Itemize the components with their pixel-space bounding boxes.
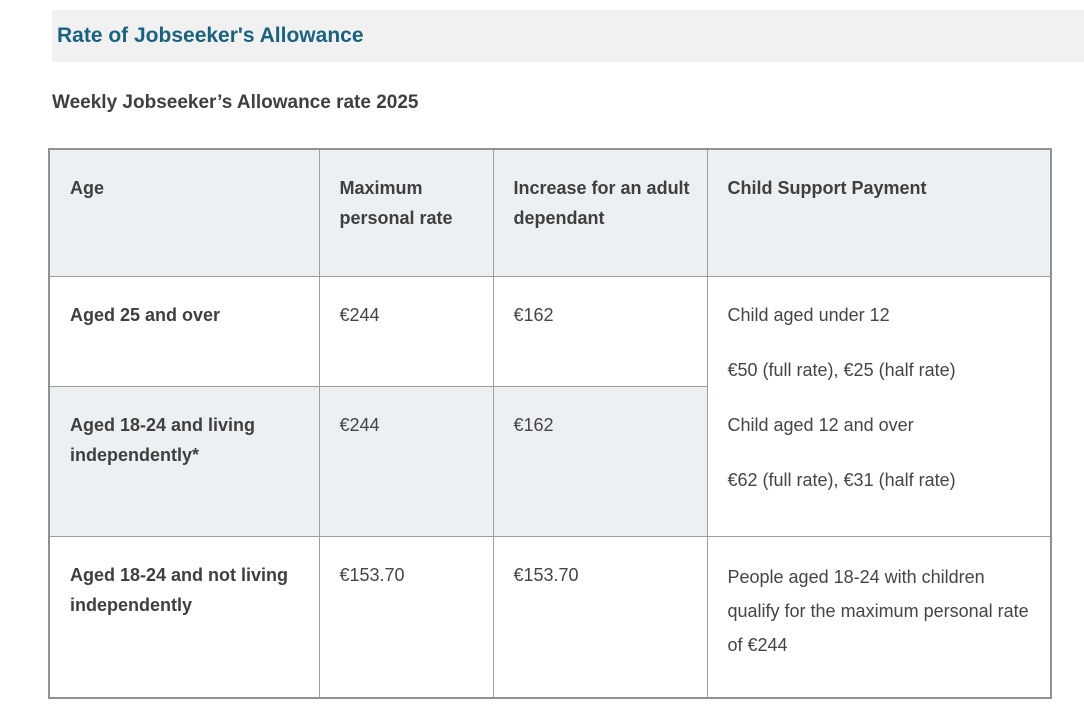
child-support-merged-cell: Child aged under 12 €50 (full rate), €25… bbox=[706, 275, 1052, 537]
max-rate-cell: €244 bbox=[318, 385, 494, 537]
child-support-line: €50 (full rate), €25 (half rate) bbox=[727, 359, 956, 380]
section-heading-band: Rate of Jobseeker's Allowance bbox=[52, 10, 1084, 62]
table-row-aged-18-24-not-living-independently: Aged 18-24 and not living independently … bbox=[48, 535, 1052, 699]
max-rate-cell: €244 bbox=[318, 275, 494, 387]
table-row-aged-18-24-living-independently: Aged 18-24 and living independently* €24… bbox=[48, 385, 1051, 537]
column-header-age: Age bbox=[48, 148, 320, 277]
adult-dependant-cell: €162 bbox=[492, 275, 708, 387]
page-title: Rate of Jobseeker's Allowance bbox=[57, 24, 364, 47]
column-header-max-personal-rate: Maximum personal rate bbox=[318, 148, 494, 277]
age-cell: Aged 18-24 and not living independently bbox=[48, 535, 320, 699]
child-support-line: Child aged under 12 bbox=[727, 304, 890, 325]
child-support-note: People aged 18-24 with children qualify … bbox=[727, 566, 1029, 655]
age-cell: Aged 25 and over bbox=[48, 275, 320, 387]
column-header-adult-dependant: Increase for an adult dependant bbox=[492, 148, 708, 277]
child-support-note-cell: People aged 18-24 with children qualify … bbox=[706, 535, 1052, 699]
child-support-line: €62 (full rate), €31 (half rate) bbox=[727, 469, 956, 490]
child-support-line: Child aged 12 and over bbox=[727, 414, 914, 435]
adult-dependant-cell: €153.70 bbox=[492, 535, 708, 699]
column-header-child-support: Child Support Payment bbox=[706, 148, 1052, 277]
age-cell: Aged 18-24 and living independently* bbox=[48, 385, 320, 537]
table-row-aged-25-and-over: Aged 25 and over €244 €162 Child aged un… bbox=[48, 275, 1052, 537]
max-rate-cell: €153.70 bbox=[318, 535, 494, 699]
table-header-row: Age Maximum personal rate Increase for a… bbox=[48, 148, 1052, 277]
table-caption: Weekly Jobseeker’s Allowance rate 2025 bbox=[52, 92, 419, 113]
adult-dependant-cell: €162 bbox=[492, 385, 708, 537]
jobseekers-allowance-rates-table: Age Maximum personal rate Increase for a… bbox=[48, 148, 1052, 699]
